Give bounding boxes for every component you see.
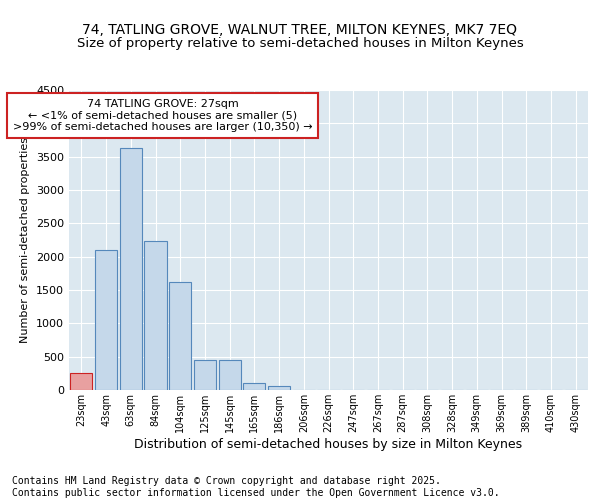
Bar [268,386,290,390]
Text: 74 TATLING GROVE: 27sqm
← <1% of semi-detached houses are smaller (5)
>99% of se: 74 TATLING GROVE: 27sqm ← <1% of semi-de… [13,99,312,132]
Bar [119,148,142,390]
Text: 74, TATLING GROVE, WALNUT TREE, MILTON KEYNES, MK7 7EQ: 74, TATLING GROVE, WALNUT TREE, MILTON K… [83,22,517,36]
Bar [218,360,241,390]
Bar [243,384,265,390]
X-axis label: Distribution of semi-detached houses by size in Milton Keynes: Distribution of semi-detached houses by … [134,438,523,450]
Bar [169,282,191,390]
Bar [95,250,117,390]
Bar [145,242,167,390]
Text: Contains HM Land Registry data © Crown copyright and database right 2025.
Contai: Contains HM Land Registry data © Crown c… [12,476,500,498]
Bar [70,374,92,390]
Y-axis label: Number of semi-detached properties: Number of semi-detached properties [20,137,31,343]
Bar [194,360,216,390]
Text: Size of property relative to semi-detached houses in Milton Keynes: Size of property relative to semi-detach… [77,38,523,51]
